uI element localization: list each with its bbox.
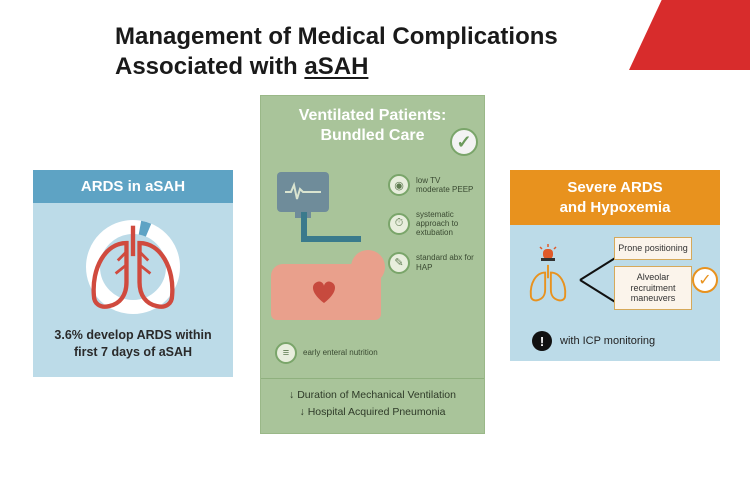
siren-icon	[538, 243, 558, 261]
panel2-footer: ↓ Duration of Mechanical Ventilation ↓ H…	[261, 378, 484, 433]
panel-severe-ards: Severe ARDS and Hypoxemia	[510, 170, 720, 361]
item-text: standard abx for HAP	[416, 253, 476, 271]
head	[351, 250, 385, 284]
footer-line: ↓ Hospital Acquired Pneumonia	[269, 404, 476, 421]
bundle-item: ≡ early enteral nutrition	[275, 342, 378, 364]
clock-icon: ⏱	[388, 213, 410, 235]
lungs-icon	[83, 217, 183, 317]
option-box: Alveolar recruitment maneuvers	[614, 266, 692, 310]
item-text: systematic approach to extubation	[416, 210, 476, 238]
panel3-left	[520, 243, 576, 308]
panel-ards-in-asah: ARDS in aSAH 3.6% develop ARDS within fi…	[33, 170, 233, 377]
exclamation-icon: !	[532, 331, 552, 351]
page-title: Management of Medical Complications Asso…	[115, 22, 615, 82]
check-icon: ✓	[450, 128, 478, 156]
footer-line: ↓ Duration of Mechanical Ventilation	[269, 387, 476, 404]
panel1-header: ARDS in aSAH	[33, 170, 233, 203]
item-text: low TV moderate PEEP	[416, 176, 476, 194]
corner-accent	[629, 0, 750, 70]
panel3-header-l1: Severe ARDS	[567, 179, 662, 196]
panel2-header: Ventilated Patients: Bundled Care ✓	[261, 96, 484, 158]
note-text: with ICP monitoring	[560, 335, 655, 347]
nutrition-icon: ≡	[275, 342, 297, 364]
monitor-icon	[277, 172, 329, 212]
panel-ventilated-bundled-care: Ventilated Patients: Bundled Care ✓ ◉ lo…	[260, 95, 485, 434]
patient-illustration	[271, 228, 401, 338]
panel3-header-l2: and Hypoxemia	[560, 199, 671, 216]
item-text: early enteral nutrition	[303, 348, 378, 357]
title-line2-pre: Associated with	[115, 53, 304, 80]
donut-chart	[83, 217, 183, 317]
panel3-note: ! with ICP monitoring	[532, 331, 655, 351]
panel3-options: Prone positioning Alveolar recruitment m…	[614, 237, 692, 310]
bundle-item: ⏱ systematic approach to extubation	[388, 210, 476, 238]
bundle-items: ◉ low TV moderate PEEP ⏱ systematic appr…	[388, 174, 476, 274]
title-line1: Management of Medical Complications	[115, 23, 558, 50]
bundle-item: ◉ low TV moderate PEEP	[388, 174, 476, 196]
panel1-text: 3.6% develop ARDS within first 7 days of…	[43, 327, 223, 361]
lungs-icon	[526, 263, 570, 303]
heart-icon	[309, 278, 339, 304]
syringe-icon: ✎	[388, 252, 410, 274]
bundle-item: ✎ standard abx for HAP	[388, 252, 476, 274]
panel2-body: ◉ low TV moderate PEEP ⏱ systematic appr…	[261, 158, 484, 378]
panel2-header-l1: Ventilated Patients:	[299, 107, 447, 124]
panel3-body: Prone positioning Alveolar recruitment m…	[510, 225, 720, 361]
panel3-header: Severe ARDS and Hypoxemia	[510, 170, 720, 225]
title-line2-underline: aSAH	[304, 53, 368, 80]
lungs-small-icon: ◉	[388, 174, 410, 196]
option-box: Prone positioning	[614, 237, 692, 260]
panel2-header-l2: Bundled Care	[320, 127, 424, 144]
panel1-body: 3.6% develop ARDS within first 7 days of…	[33, 203, 233, 377]
check-icon: ✓	[692, 267, 718, 293]
